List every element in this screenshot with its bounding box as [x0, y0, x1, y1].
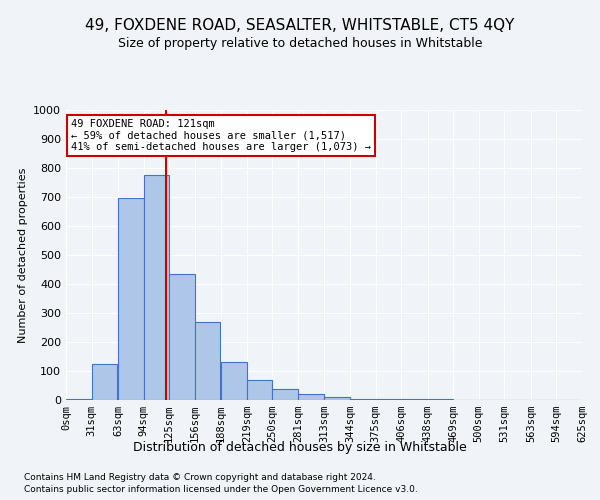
Bar [350, 398, 376, 400]
Text: Contains HM Land Registry data © Crown copyright and database right 2024.: Contains HM Land Registry data © Crown c… [24, 472, 376, 482]
Bar [169, 274, 195, 400]
Bar [92, 364, 117, 400]
Text: 49, FOXDENE ROAD, SEASALTER, WHITSTABLE, CT5 4QY: 49, FOXDENE ROAD, SEASALTER, WHITSTABLE,… [85, 18, 515, 32]
Bar [195, 322, 220, 400]
Bar [272, 390, 298, 400]
Bar [247, 380, 272, 400]
Bar [66, 398, 92, 400]
Bar [143, 176, 169, 400]
Text: Size of property relative to detached houses in Whitstable: Size of property relative to detached ho… [118, 38, 482, 51]
Bar [221, 362, 247, 400]
Text: Contains public sector information licensed under the Open Government Licence v3: Contains public sector information licen… [24, 485, 418, 494]
Text: 49 FOXDENE ROAD: 121sqm
← 59% of detached houses are smaller (1,517)
41% of semi: 49 FOXDENE ROAD: 121sqm ← 59% of detache… [71, 118, 371, 152]
Bar [118, 198, 143, 400]
Y-axis label: Number of detached properties: Number of detached properties [17, 168, 28, 342]
Bar [325, 397, 350, 400]
Bar [298, 394, 323, 400]
Text: Distribution of detached houses by size in Whitstable: Distribution of detached houses by size … [133, 441, 467, 454]
